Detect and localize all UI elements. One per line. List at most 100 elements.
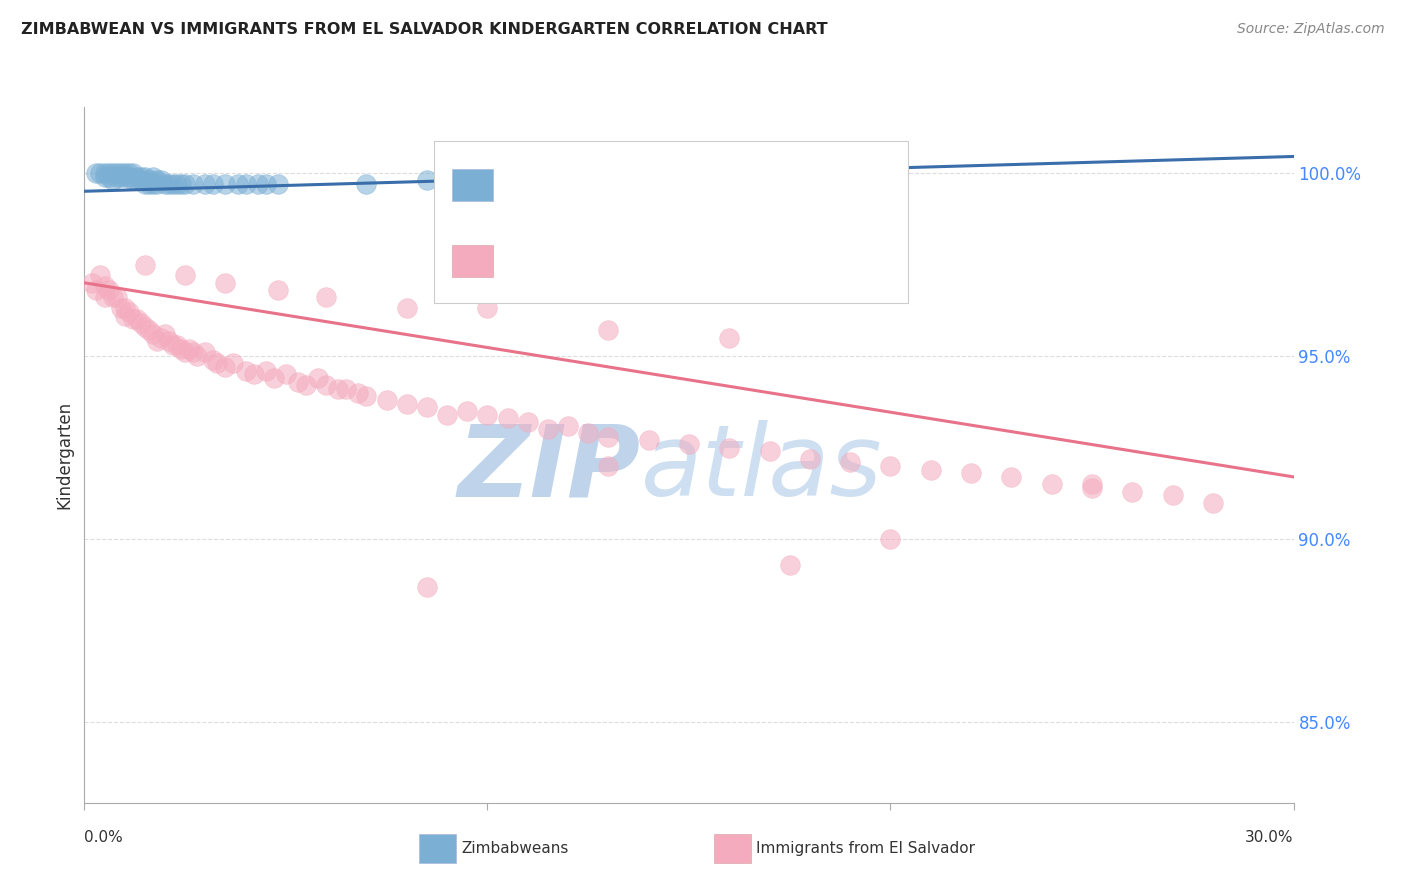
Point (557, 258, 579, 272)
Point (97, 166, 120, 180)
Point (181, 177, 204, 191)
Point (114, 309, 136, 323)
Point (416, 580, 439, 594)
Point (214, 177, 236, 191)
Text: 0.0%: 0.0% (84, 830, 124, 845)
Point (516, 415, 538, 429)
Point (194, 345, 217, 359)
Point (157, 177, 180, 191)
Point (477, 173, 499, 187)
Point (121, 312, 143, 326)
Point (114, 301, 136, 316)
Point (598, 323, 620, 337)
Point (274, 368, 297, 382)
Point (395, 301, 418, 316)
Point (416, 173, 439, 187)
Point (105, 290, 128, 304)
Point (477, 301, 499, 316)
Point (598, 429, 620, 443)
Point (335, 382, 357, 396)
Point (146, 173, 169, 187)
Point (114, 169, 136, 184)
Point (110, 301, 132, 316)
Point (214, 359, 236, 374)
Point (86, 283, 108, 297)
Text: Immigrants from El Salvador: Immigrants from El Salvador (756, 841, 976, 855)
Point (799, 451, 821, 466)
Point (82, 276, 104, 290)
Point (93, 166, 115, 180)
Point (110, 169, 132, 184)
Point (181, 345, 204, 359)
Y-axis label: Kindergarten: Kindergarten (55, 401, 73, 509)
Text: R =: R = (502, 176, 540, 194)
Point (207, 356, 229, 370)
Point (170, 177, 193, 191)
Point (315, 378, 337, 392)
Point (142, 177, 165, 191)
Point (97, 169, 120, 184)
Point (162, 338, 184, 352)
Point (758, 444, 780, 458)
Point (153, 327, 176, 342)
Point (129, 169, 152, 184)
Point (1000, 470, 1022, 484)
Point (214, 276, 236, 290)
Point (125, 312, 148, 326)
Point (226, 177, 249, 191)
Point (89, 166, 111, 180)
Text: 50: 50 (688, 176, 711, 194)
Point (254, 364, 277, 378)
Point (1081, 477, 1104, 491)
Text: 89: 89 (688, 252, 713, 270)
Point (202, 177, 225, 191)
Point (436, 408, 458, 422)
Point (101, 290, 124, 304)
Point (477, 408, 499, 422)
Text: N =: N = (645, 176, 685, 194)
Text: Source: ZipAtlas.com: Source: ZipAtlas.com (1237, 22, 1385, 37)
Point (307, 371, 329, 385)
Point (97, 283, 120, 297)
Point (121, 166, 143, 180)
Point (138, 323, 160, 337)
Point (356, 177, 378, 191)
Text: Zimbabweans: Zimbabweans (461, 841, 568, 855)
Point (129, 316, 152, 330)
Point (718, 331, 741, 345)
Point (879, 532, 901, 546)
Point (101, 173, 124, 187)
Point (295, 378, 318, 392)
Point (86, 166, 108, 180)
Point (416, 401, 439, 415)
Point (153, 177, 176, 191)
Point (114, 166, 136, 180)
Point (1040, 477, 1063, 491)
Point (202, 352, 225, 367)
Point (839, 455, 862, 469)
Text: atlas: atlas (641, 420, 882, 517)
Point (125, 173, 148, 187)
Point (267, 283, 290, 297)
Point (149, 331, 172, 345)
Point (328, 382, 350, 396)
Point (118, 305, 141, 319)
Text: 0.302: 0.302 (547, 176, 610, 194)
Point (718, 441, 741, 455)
Point (157, 334, 180, 349)
Point (142, 327, 165, 342)
Point (537, 422, 560, 436)
Point (134, 177, 156, 191)
Point (1121, 484, 1143, 499)
Point (222, 356, 245, 370)
Text: 30.0%: 30.0% (1246, 830, 1294, 845)
Point (138, 177, 160, 191)
Point (129, 173, 152, 187)
Point (105, 166, 128, 180)
Point (146, 177, 169, 191)
Point (149, 173, 172, 187)
Point (118, 169, 141, 184)
Point (138, 173, 160, 187)
Point (93, 279, 115, 293)
Point (235, 364, 257, 378)
